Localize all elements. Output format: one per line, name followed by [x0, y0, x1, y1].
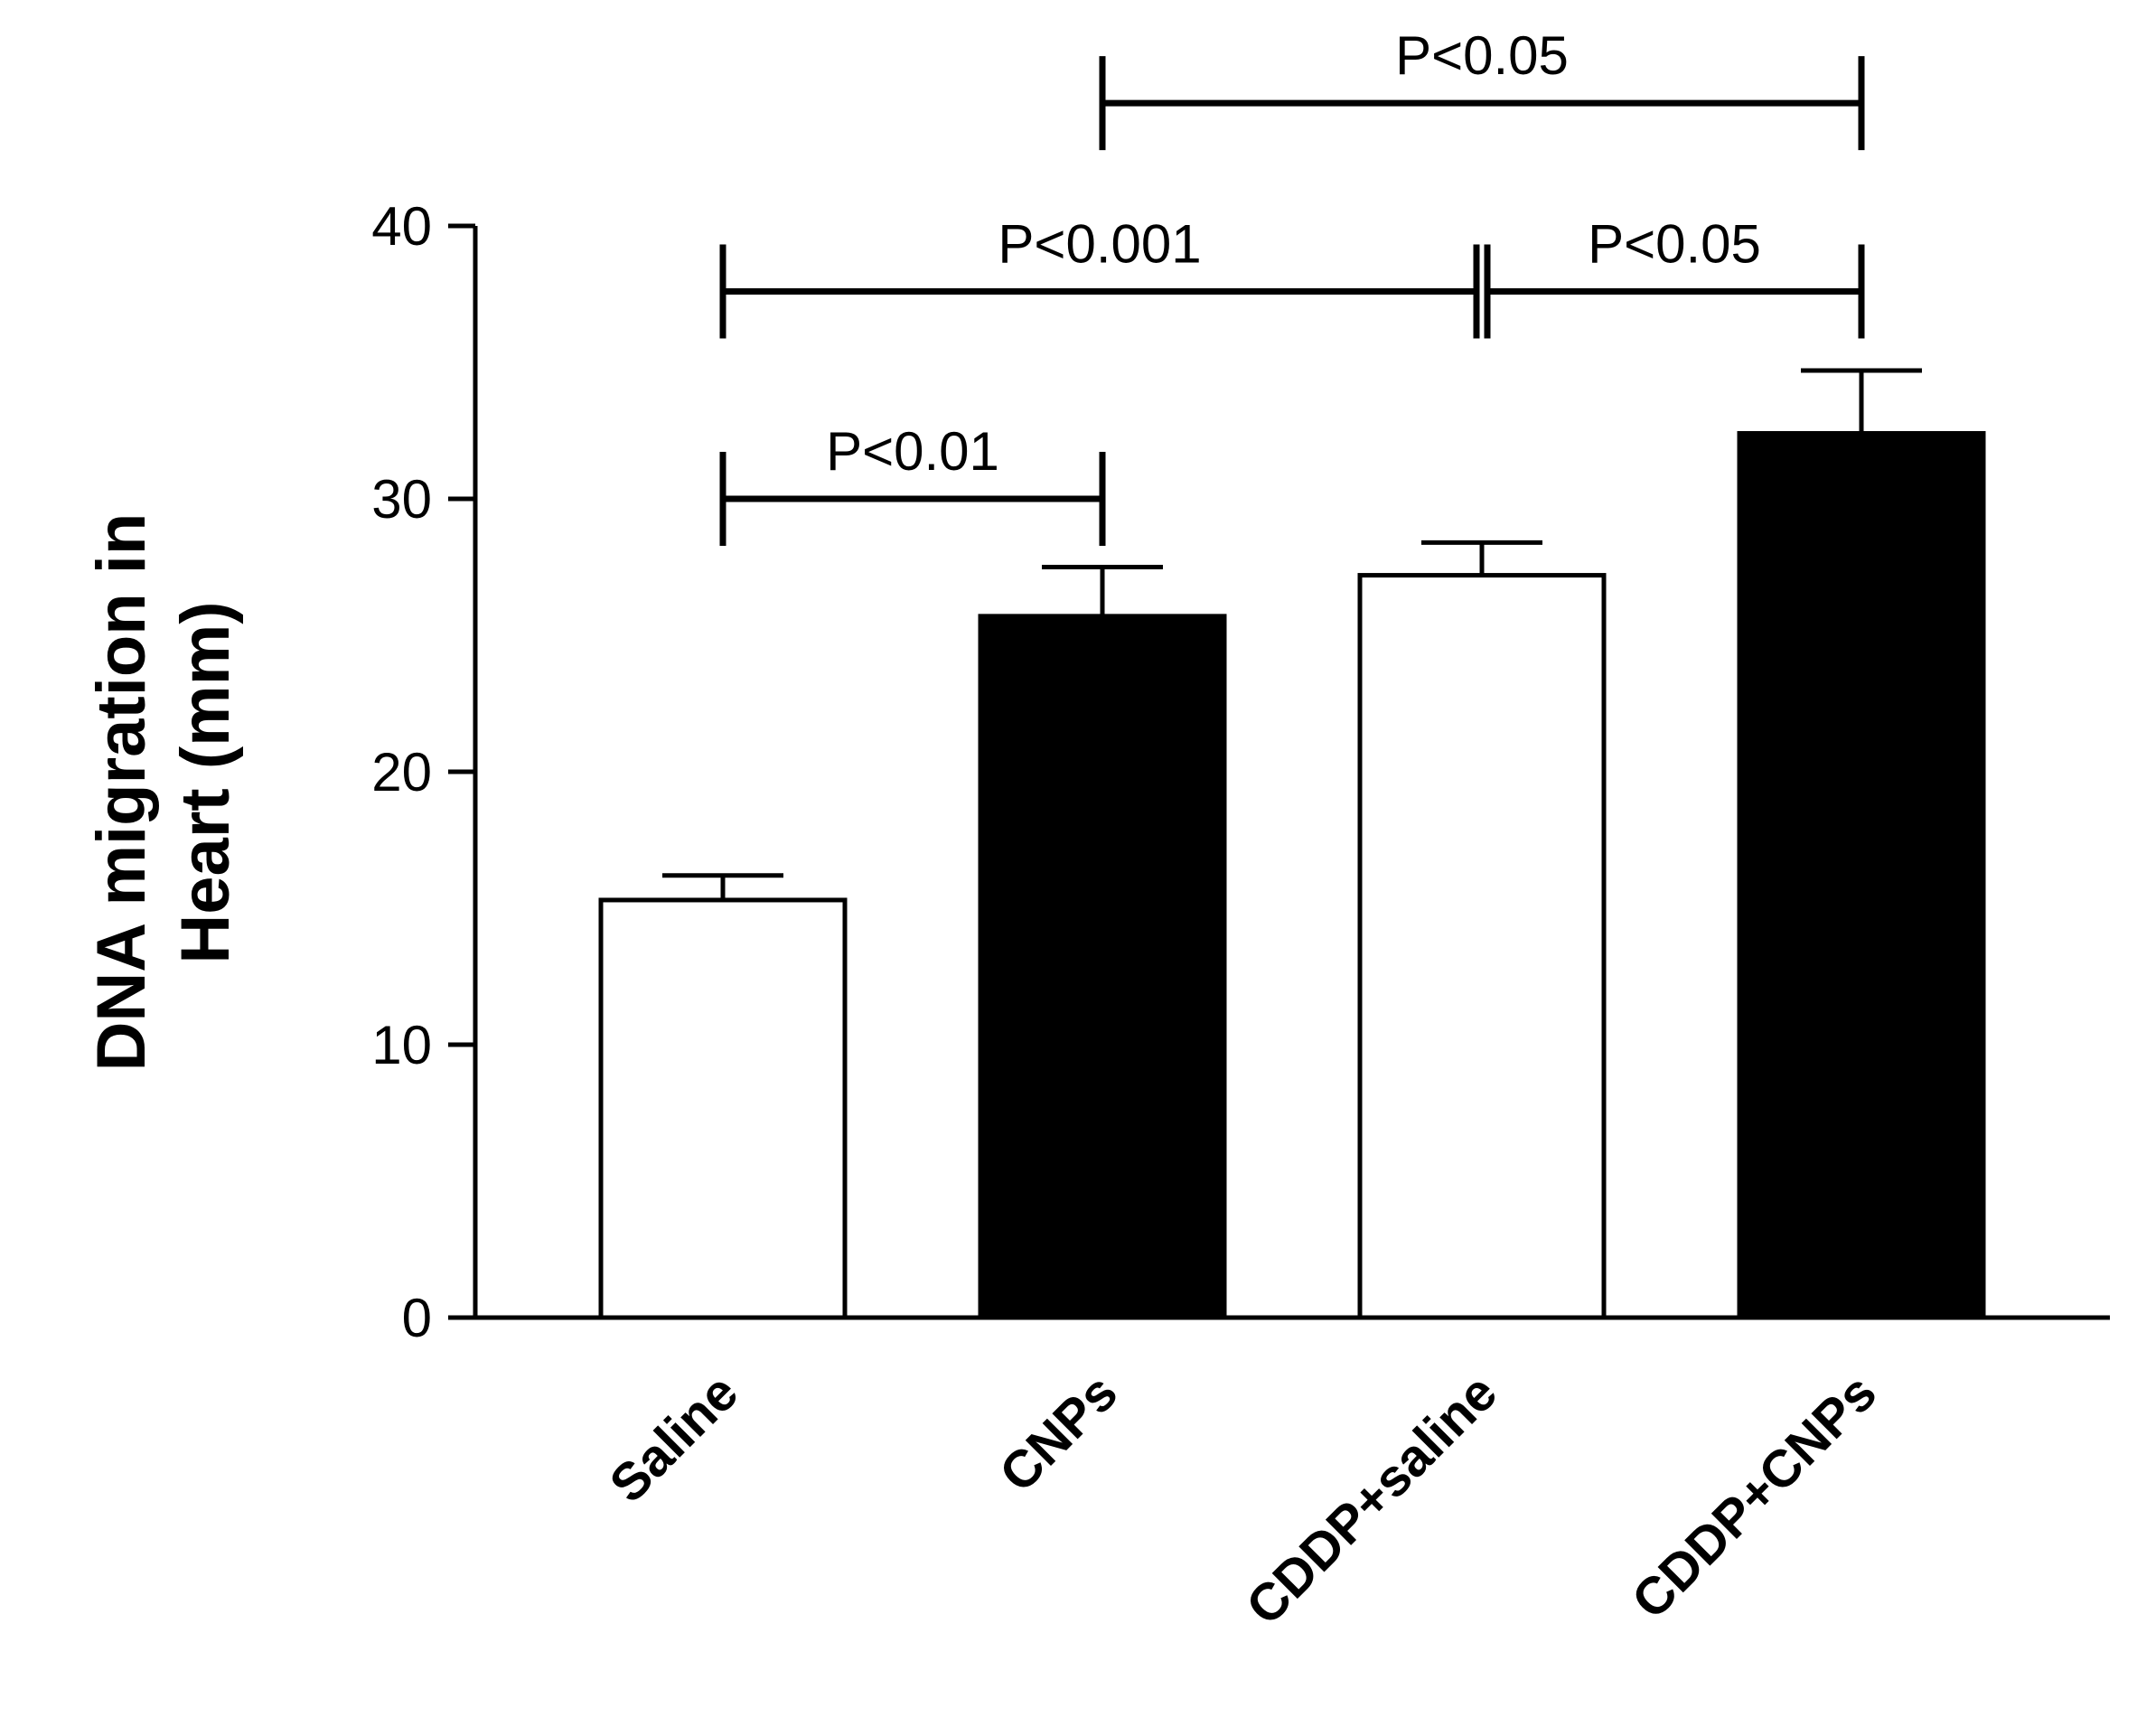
significance-bracket: P<0.05: [1484, 213, 1865, 339]
category-labels: Saline CNPs CDDP+saline CDDP+CNPs: [598, 1363, 1888, 1636]
significance-bracket: P<0.05: [1099, 25, 1865, 151]
bar-cddp-cnps: [1737, 431, 1986, 1320]
bars: [598, 368, 1986, 1320]
y-tick-label: 30: [371, 469, 432, 530]
bar-cddp-saline: [1357, 573, 1607, 1320]
y-tick-label: 20: [371, 742, 432, 802]
significance-brackets: P<0.01 P<0.001 P<0.05 P<0.05: [719, 25, 1865, 546]
significance-label: P<0.01: [826, 421, 999, 482]
significance-bracket: P<0.01: [719, 421, 1106, 546]
y-axis-label-line-1: DNA migration in: [83, 513, 160, 1072]
y-axis-label: DNA migration in Heart (mm): [83, 494, 244, 1072]
y-ticks: 0 10 20 30 40: [371, 196, 475, 1348]
bar-cnps: [978, 614, 1227, 1320]
significance-bracket: P<0.001: [719, 213, 1480, 339]
category-label: CDDP+CNPs: [1621, 1363, 1889, 1630]
significance-label: P<0.05: [1588, 213, 1761, 274]
y-axis-label-line-2: Heart (mm): [167, 601, 244, 963]
y-tick-label: 0: [402, 1288, 432, 1348]
bar-saline: [598, 897, 848, 1320]
significance-label: P<0.001: [998, 213, 1201, 274]
significance-label: P<0.05: [1395, 25, 1569, 86]
y-tick-label: 10: [371, 1015, 432, 1075]
category-label: CDDP+saline: [1235, 1363, 1508, 1636]
category-label: Saline: [598, 1363, 749, 1514]
category-label: CNPs: [989, 1363, 1129, 1503]
y-tick-label: 40: [371, 196, 432, 257]
